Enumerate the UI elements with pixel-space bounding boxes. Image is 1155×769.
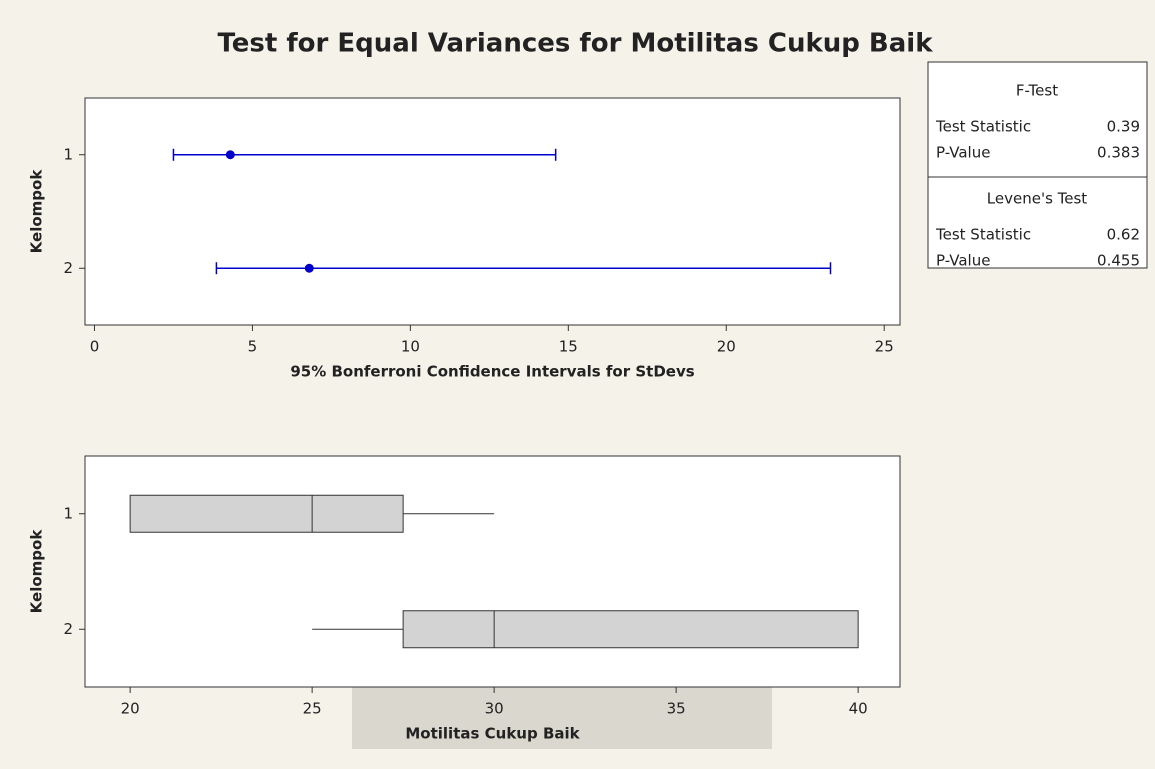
- x-tick-label: 25: [875, 338, 894, 356]
- x-tick-label: 40: [849, 700, 868, 718]
- table-section-title: Levene's Test: [987, 190, 1088, 208]
- y-axis-label: Kelompok: [28, 169, 46, 254]
- chart-title: Test for Equal Variances for Motilitas C…: [218, 29, 934, 59]
- plot-area: [84, 455, 901, 688]
- box: [129, 494, 404, 533]
- x-tick-label: 20: [717, 338, 736, 356]
- x-axis-label: Motilitas Cukup Baik: [405, 725, 580, 743]
- y-tick-label: 2: [63, 259, 73, 277]
- y-tick-label: 2: [63, 620, 73, 638]
- table-value: 0.383: [1097, 144, 1140, 162]
- x-tick-label: 15: [559, 338, 578, 356]
- table-label: P-Value: [936, 144, 990, 162]
- table-label: Test Statistic: [935, 118, 1031, 136]
- y-tick-label: 1: [63, 145, 73, 163]
- stats-table: [927, 61, 1148, 269]
- point: [225, 150, 235, 160]
- x-tick-label: 25: [303, 700, 322, 718]
- x-axis-label: 95% Bonferroni Confidence Intervals for …: [290, 363, 694, 381]
- table-value: 0.62: [1107, 226, 1140, 244]
- y-axis-label: Kelompok: [28, 529, 46, 614]
- y-tick-label: 1: [63, 504, 73, 522]
- plot-area: [84, 97, 901, 326]
- table-section-title: F-Test: [1016, 82, 1058, 100]
- x-tick-label: 10: [401, 338, 420, 356]
- table-label: Test Statistic: [935, 226, 1031, 244]
- point: [304, 263, 314, 273]
- x-tick-label: 0: [90, 338, 100, 356]
- x-tick-label: 35: [667, 700, 686, 718]
- x-tick-label: 5: [248, 338, 258, 356]
- x-tick-label: 30: [485, 700, 504, 718]
- table-value: 0.455: [1097, 252, 1140, 270]
- table-label: P-Value: [936, 252, 990, 270]
- table-value: 0.39: [1107, 118, 1140, 136]
- x-tick-label: 20: [121, 700, 140, 718]
- box: [402, 610, 859, 649]
